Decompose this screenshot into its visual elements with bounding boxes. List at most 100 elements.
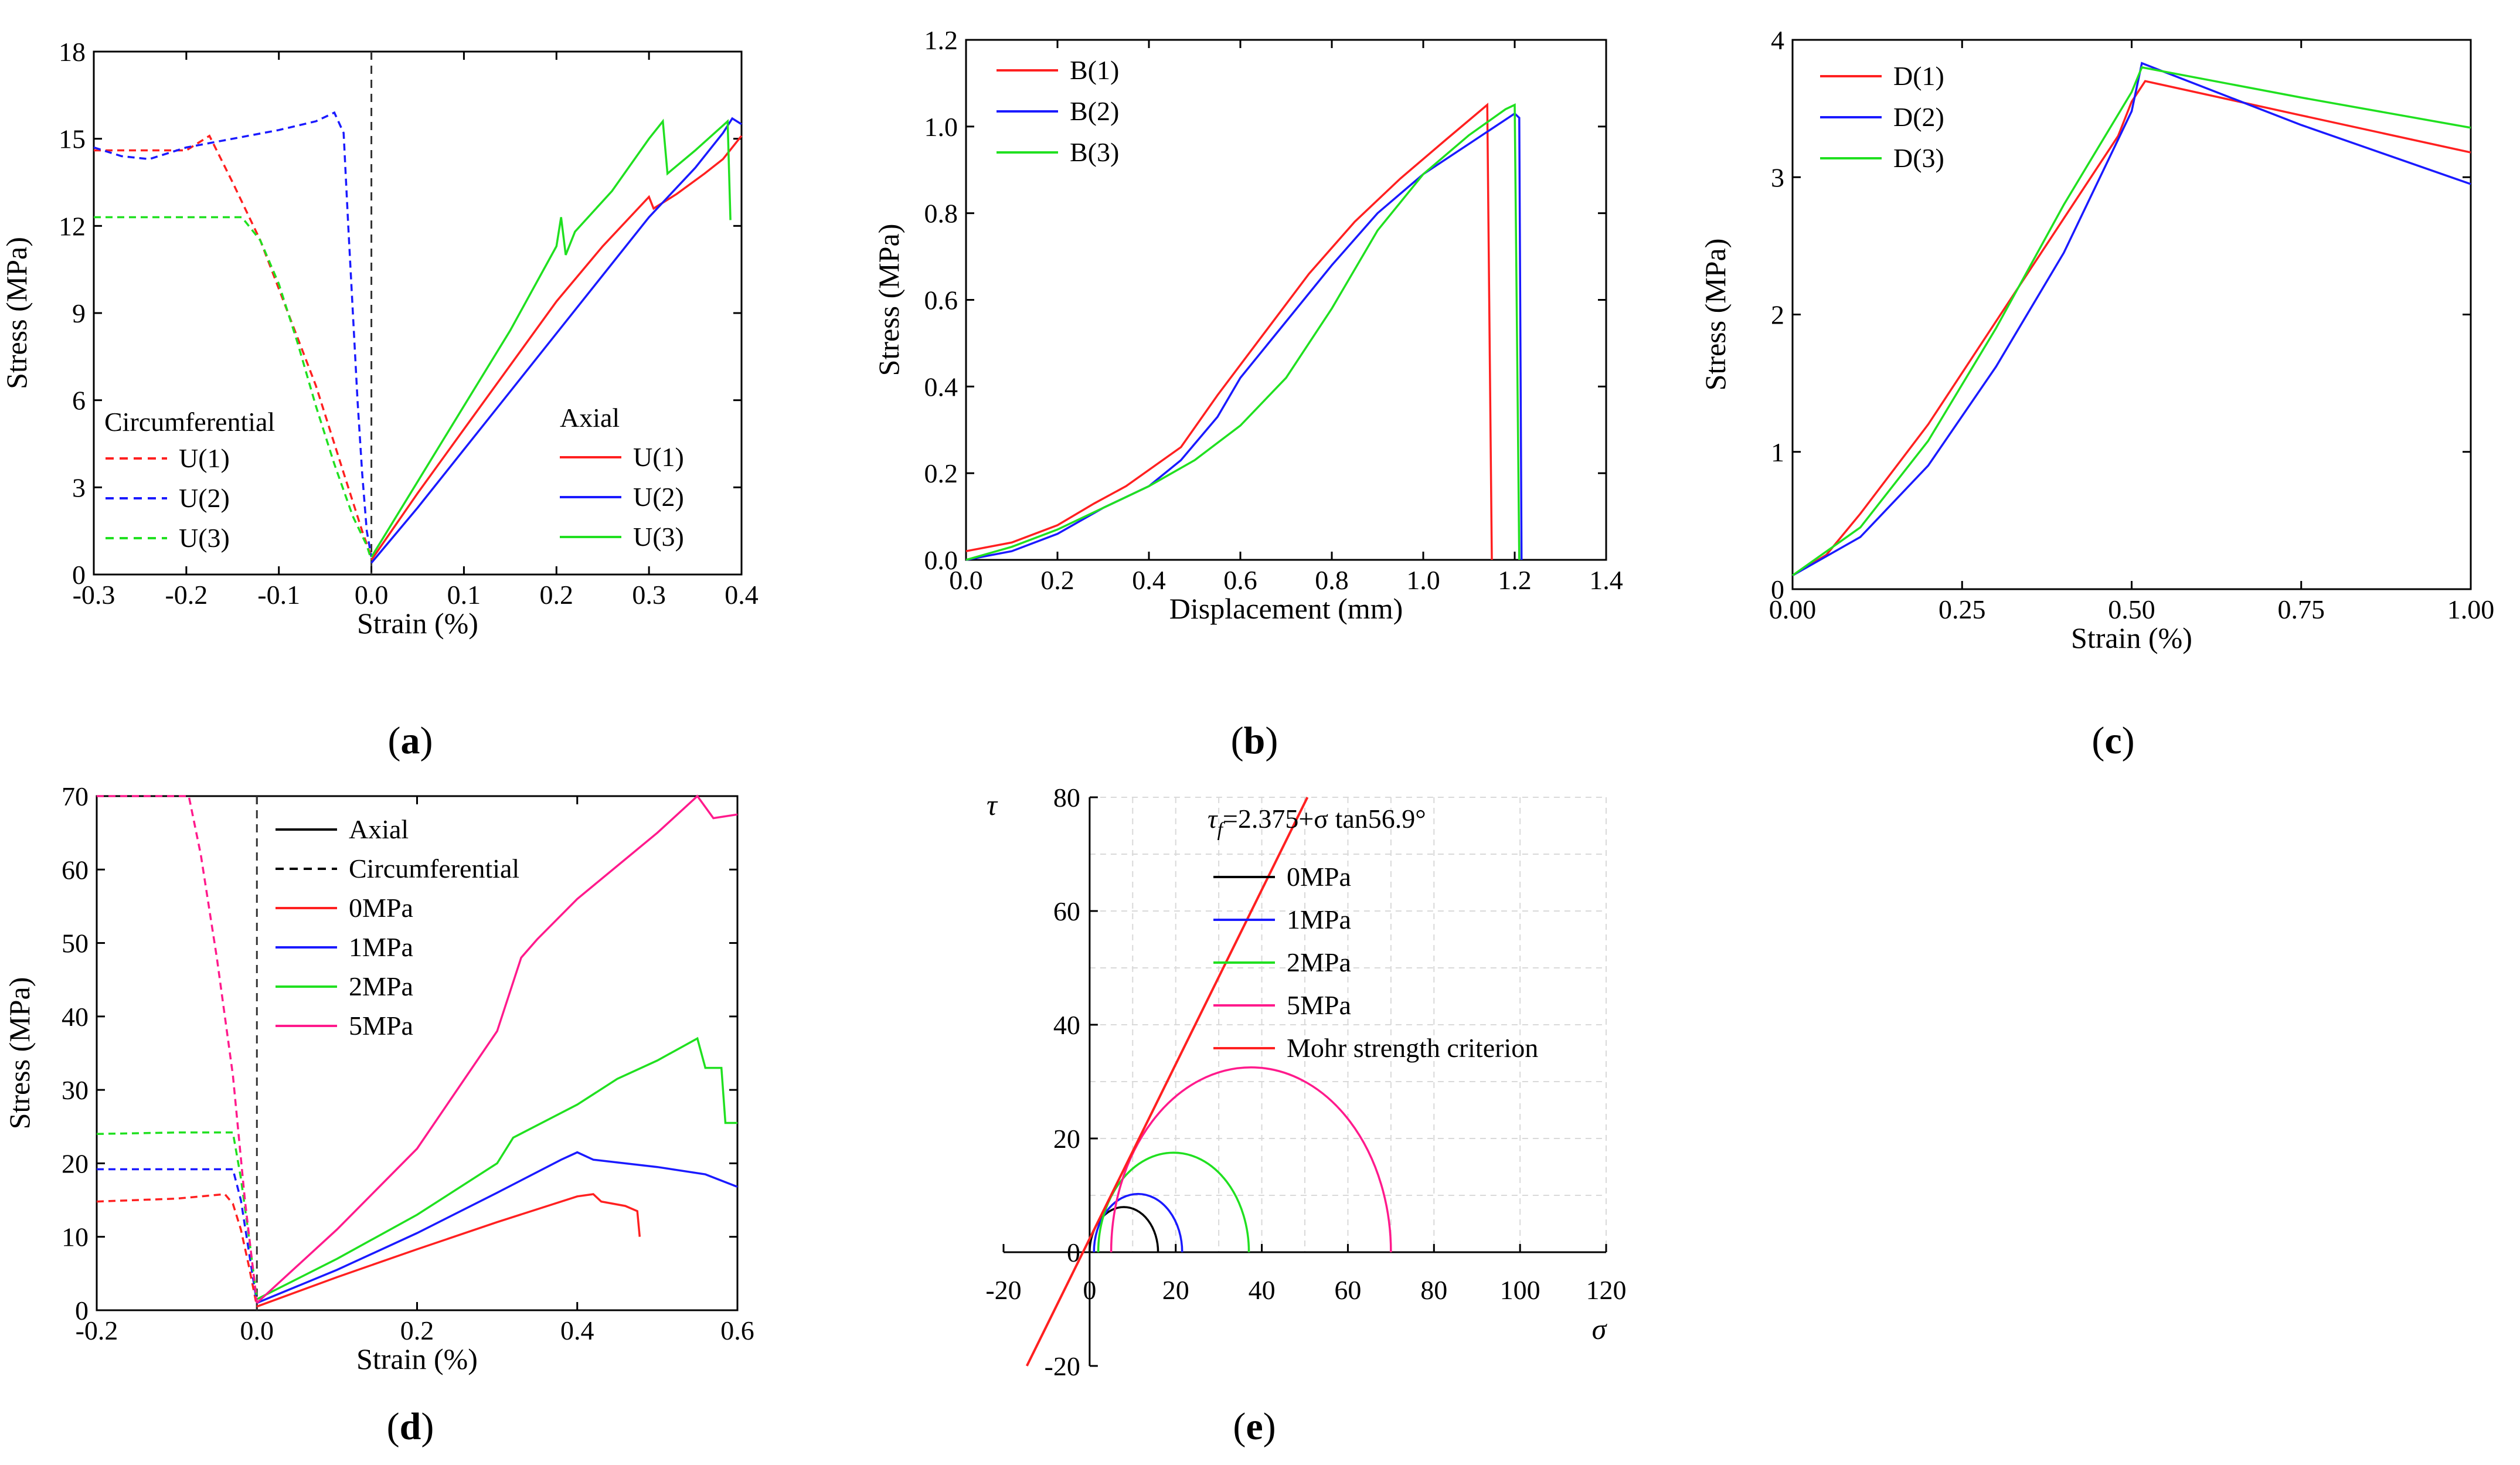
legend-title-circumferential: Circumferential — [104, 407, 275, 437]
x-axis-title: Strain (%) — [2071, 621, 2192, 654]
series-axial-2MPa — [256, 1036, 737, 1300]
y-tick-label: 0 — [72, 560, 86, 590]
mohr-strength-line — [1025, 797, 1309, 1367]
legend-1MPa-label: 1MPa — [349, 932, 413, 962]
series-circumferential-1MPa — [97, 1168, 259, 1303]
x-tick-label: 0.0 — [949, 565, 983, 595]
series-circumferential-2MPa — [96, 1131, 259, 1300]
x-tick-label: 1.00 — [2447, 594, 2495, 624]
series-B(2) — [965, 112, 1523, 561]
x-tick-label: 1.4 — [1589, 565, 1623, 595]
x-tick-label: 120 — [1586, 1275, 1627, 1305]
series-B(3) — [965, 103, 1521, 561]
legend-B(2)-label: B(2) — [1070, 96, 1119, 126]
y-tick-label: 15 — [59, 124, 86, 154]
y-axis-title: Stress (MPa) — [0, 237, 33, 389]
legend-2MPa-label: 2MPa — [1287, 947, 1351, 977]
series-B(1) — [965, 103, 1493, 560]
legend-circ-2-label: U(3) — [179, 523, 230, 553]
legend-B(3)-label: B(3) — [1070, 137, 1119, 167]
y-tick-label: 12 — [59, 211, 86, 241]
legend-circ-1-label: U(2) — [179, 483, 230, 513]
x-tick-label: 0.2 — [540, 580, 574, 610]
y-tick-label: 1.0 — [924, 112, 958, 142]
series-axial-5MPa — [256, 794, 738, 1304]
y-tick-label: 0.2 — [924, 458, 958, 488]
y-tick-label: 0.4 — [924, 372, 958, 402]
x-tick-label: 0.75 — [2278, 594, 2325, 624]
legend-5MPa-label: 5MPa — [1287, 990, 1351, 1020]
x-tick-label: 0.0 — [355, 580, 389, 610]
y-tick-label: 50 — [62, 929, 89, 958]
x-axis-title: Displacement (mm) — [1169, 592, 1403, 625]
x-tick-label: 60 — [1334, 1275, 1361, 1305]
y-tick-label: 10 — [62, 1222, 89, 1252]
x-tick-label: 0.6 — [720, 1316, 754, 1345]
panel-label-c: (c) — [2092, 719, 2134, 762]
legend-mohr-criterion-label: Mohr strength criterion — [1287, 1033, 1538, 1063]
legend-2MPa-label: 2MPa — [349, 971, 413, 1001]
x-tick-label: 80 — [1420, 1275, 1447, 1305]
legend-0MPa-label: 0MPa — [1287, 862, 1351, 892]
y-tick-label: 3 — [72, 473, 86, 502]
equation: τf=2.375+σ tan56.9° — [1208, 804, 1426, 841]
tau-axis-title: τ — [987, 788, 998, 821]
y-tick-label: 60 — [1053, 896, 1080, 926]
legend-axial-2-label: U(3) — [633, 522, 684, 552]
series-circumferential-U(2) — [93, 111, 373, 558]
panel-label-e: (e) — [1233, 1405, 1276, 1448]
y-tick-label: 40 — [62, 1002, 89, 1032]
y-tick-label: 18 — [59, 37, 86, 67]
y-tick-label: 40 — [1053, 1010, 1080, 1040]
series-circumferential-U(1) — [94, 134, 373, 558]
x-tick-label: 40 — [1249, 1275, 1276, 1305]
x-tick-label: -0.2 — [165, 580, 208, 610]
legend-B(1)-label: B(1) — [1070, 55, 1119, 85]
legend-circ-0-label: U(1) — [179, 443, 230, 473]
x-tick-label: 0.4 — [560, 1316, 594, 1345]
y-axis-title: Stress (MPa) — [872, 224, 905, 376]
legend-0MPa-label: 0MPa — [349, 893, 413, 923]
x-tick-label: 0.6 — [1223, 565, 1257, 595]
x-tick-label: 0.25 — [1939, 594, 1986, 624]
y-tick-label: 20 — [1053, 1124, 1080, 1154]
y-tick-label: 6 — [72, 386, 86, 416]
x-tick-label: 0.4 — [1132, 565, 1166, 595]
x-tick-label: 1.2 — [1498, 565, 1532, 595]
y-tick-label: 1.2 — [924, 25, 958, 55]
series-circumferential-U(3) — [94, 216, 373, 560]
y-tick-label: 60 — [62, 855, 89, 885]
series-D(3) — [1791, 66, 2471, 577]
legend-D(1)-label: D(1) — [1893, 61, 1944, 91]
chart-b: 0.0 0.2 0.4 0.6 0.8 1.0 1.2 1.4 0.0 0.2 0.4 0.6 0.8 1… — [872, 25, 1623, 625]
x-tick-label: 0 — [1083, 1275, 1096, 1305]
x-tick-label: 0.4 — [725, 580, 759, 610]
series-axial-U(2) — [370, 117, 742, 564]
equation-lhs: τ — [1208, 804, 1218, 834]
plot-frame-b — [965, 39, 1607, 561]
y-tick-label: 20 — [62, 1148, 89, 1178]
x-tick-label: 1.0 — [1406, 565, 1440, 595]
mohr-circle-5MPa — [1110, 1066, 1392, 1253]
x-axis-title: Strain (%) — [356, 1342, 478, 1375]
equation-rhs: =2.375+σ tan56.9° — [1223, 804, 1426, 834]
series-circumferential-0MPa — [96, 1193, 259, 1307]
x-tick-label: 100 — [1500, 1275, 1540, 1305]
legend-5MPa-label: 5MPa — [349, 1011, 413, 1041]
y-tick-label: 1 — [1771, 437, 1784, 467]
series-circumferential-5MPa — [97, 795, 259, 1303]
legend-style-1-label: Circumferential — [349, 854, 519, 883]
x-tick-label: 0.1 — [447, 580, 481, 610]
mohr-circle-1MPa — [1093, 1192, 1184, 1253]
y-tick-label: 0.6 — [924, 285, 958, 315]
y-tick-label: 0.0 — [924, 545, 958, 575]
chart-d: -0.2 0.0 0.2 0.4 0.6 0 10 20 30 40 50 60 70 Strain (%… — [3, 781, 754, 1375]
series-axial-U(3) — [370, 118, 732, 558]
y-tick-label: -20 — [1045, 1351, 1080, 1381]
series-axial-1MPa — [256, 1151, 738, 1304]
charts-layer: -0.3 -0.2 -0.1 0.0 0.1 0.2 0.3 0.40369121518Str… — [0, 25, 2494, 1381]
y-axis-title: Stress (MPa) — [3, 977, 36, 1130]
x-tick-label: 0.0 — [240, 1316, 274, 1345]
x-tick-label: 0.2 — [1040, 565, 1074, 595]
